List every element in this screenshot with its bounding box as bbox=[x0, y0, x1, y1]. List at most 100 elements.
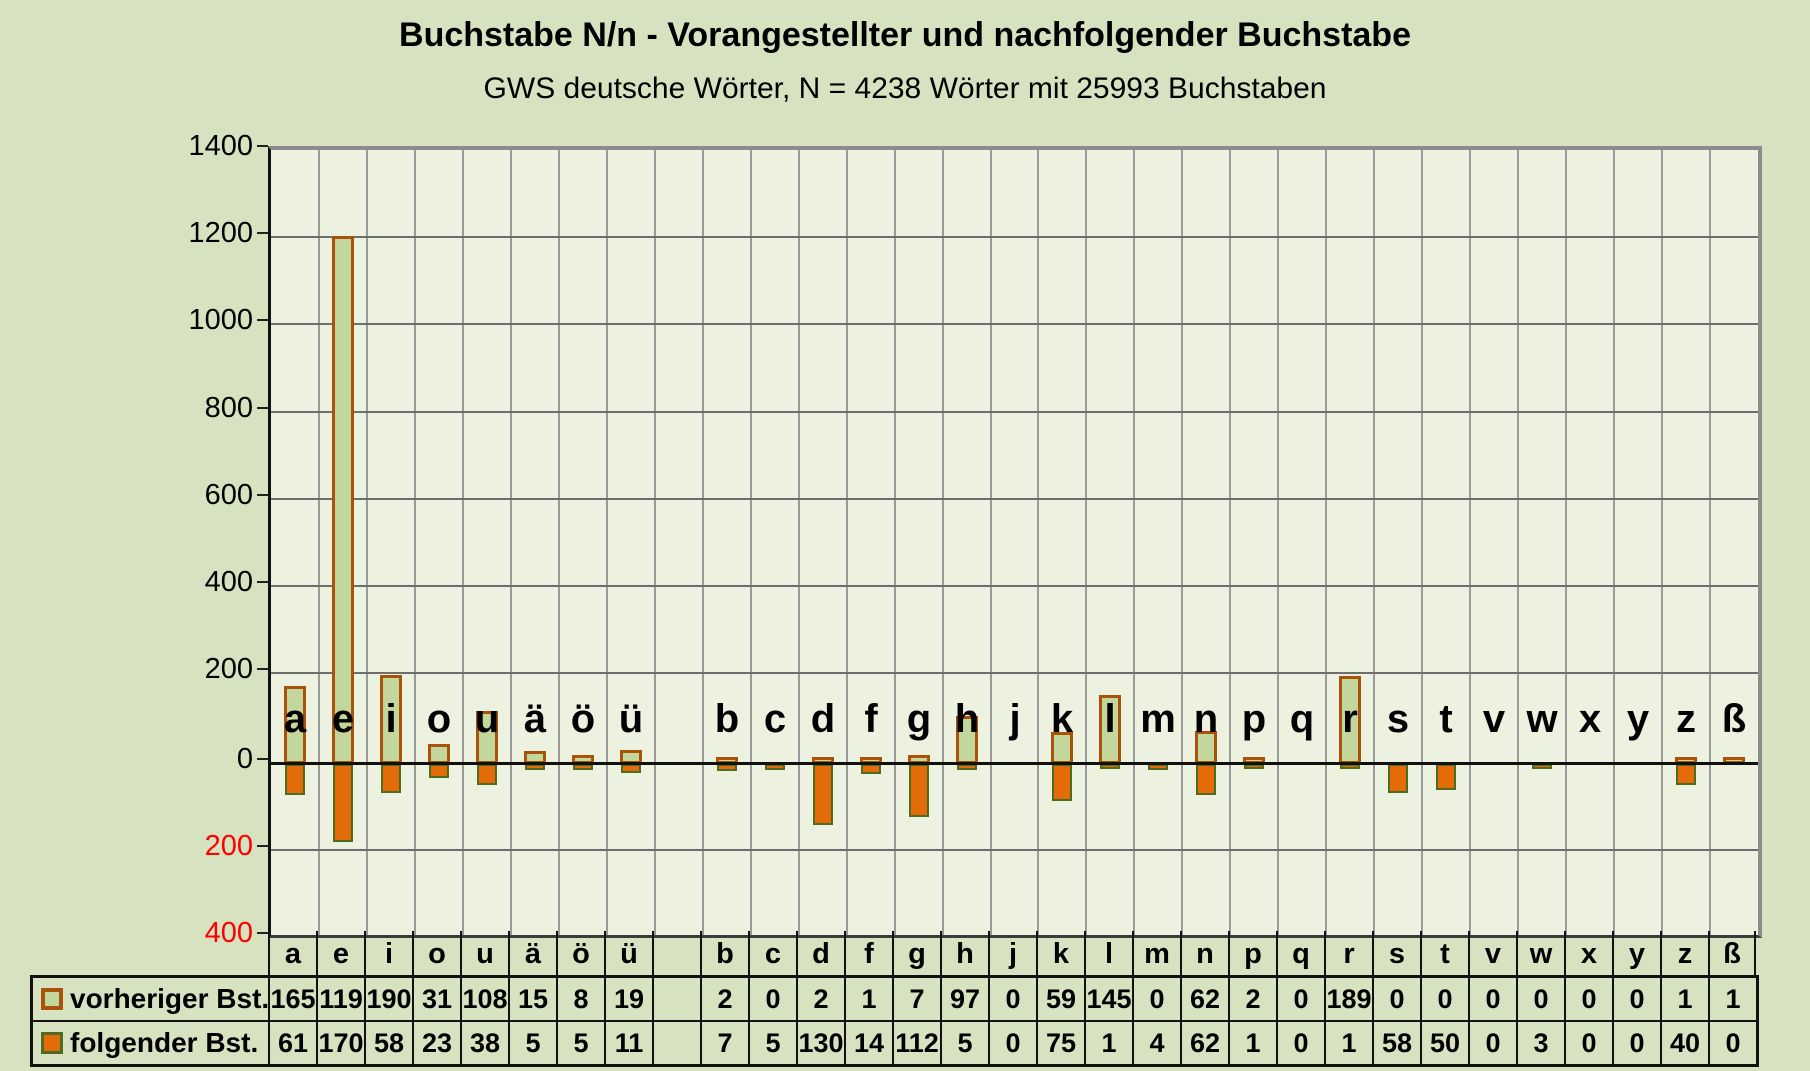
table-cell-folgender-k: 75 bbox=[1036, 1022, 1084, 1064]
bar-folgender-s bbox=[1388, 764, 1408, 793]
bar-folgender-c bbox=[765, 764, 785, 770]
chart-subtitle: GWS deutsche Wörter, N = 4238 Wörter mit… bbox=[483, 72, 1327, 105]
table-cell-folgender-ü: 11 bbox=[604, 1022, 652, 1064]
table-letter-cell-p: p bbox=[1228, 931, 1276, 975]
y-axis-tick bbox=[257, 758, 268, 760]
table-letter-cell-v: v bbox=[1468, 931, 1516, 975]
table-cell-folgender-g: 112 bbox=[892, 1022, 940, 1064]
table-cell-folgender-c: 5 bbox=[748, 1022, 796, 1064]
vertical-gridline bbox=[366, 150, 368, 935]
vertical-gridline bbox=[318, 150, 320, 935]
y-axis-label: 800 bbox=[204, 392, 253, 424]
table-cell-folgender-j: 0 bbox=[988, 1022, 1036, 1064]
table-cell-vorheriger-v: 0 bbox=[1468, 978, 1516, 1020]
category-letter-q: q bbox=[1289, 697, 1315, 741]
category-letter-u: u bbox=[474, 697, 500, 741]
category-letter-ö: ö bbox=[570, 697, 596, 741]
table-cell-folgender-n: 62 bbox=[1180, 1022, 1228, 1064]
table-cell-folgender-r: 1 bbox=[1324, 1022, 1372, 1064]
bar-folgender-z bbox=[1676, 764, 1696, 785]
table-cell-vorheriger-n: 62 bbox=[1180, 978, 1228, 1020]
table-letter-cell-g: g bbox=[892, 931, 940, 975]
bar-folgender-d bbox=[813, 764, 833, 825]
y-axis-tick bbox=[257, 845, 268, 847]
vertical-gridline bbox=[1469, 150, 1471, 935]
category-letter-v: v bbox=[1482, 697, 1506, 741]
table-letter-cell-e: e bbox=[316, 931, 364, 975]
category-letter-y: y bbox=[1626, 697, 1650, 741]
vertical-gridline bbox=[462, 150, 464, 935]
table-letter-cell-i: i bbox=[364, 931, 412, 975]
legend-label-folgender: folgender Bst. bbox=[70, 1027, 259, 1058]
table-cell-vorheriger-p: 2 bbox=[1228, 978, 1276, 1020]
table-letter-cell-u: u bbox=[460, 931, 508, 975]
table-cell-folgender-w: 3 bbox=[1516, 1022, 1564, 1064]
table-cell-vorheriger-u: 108 bbox=[460, 978, 508, 1020]
table-cell-vorheriger-r: 189 bbox=[1324, 978, 1372, 1020]
bar-folgender-ö bbox=[573, 764, 593, 770]
vertical-gridline bbox=[990, 150, 992, 935]
vertical-gridline bbox=[1613, 150, 1615, 935]
category-letter-a: a bbox=[283, 697, 307, 741]
category-letter-ß: ß bbox=[1721, 697, 1747, 741]
table-letter-cell-m: m bbox=[1132, 931, 1180, 975]
y-axis-tick bbox=[257, 581, 268, 583]
table-cell-folgender-h: 5 bbox=[940, 1022, 988, 1064]
table-cell-vorheriger-j: 0 bbox=[988, 978, 1036, 1020]
category-letter-k: k bbox=[1050, 697, 1074, 741]
table-cell-vorheriger-m: 0 bbox=[1132, 978, 1180, 1020]
table-cell-vorheriger-e: 119 bbox=[316, 978, 364, 1020]
category-letter-ä: ä bbox=[523, 697, 547, 741]
table-letter-cell-y: y bbox=[1612, 931, 1660, 975]
vertical-gridline bbox=[558, 150, 560, 935]
category-letter-n: n bbox=[1193, 697, 1219, 741]
table-letter-cell-a: a bbox=[268, 931, 316, 975]
y-axis-label: 400 bbox=[204, 566, 253, 598]
bar-folgender-ü bbox=[621, 764, 641, 773]
category-letter-r: r bbox=[1342, 697, 1358, 741]
category-letter-j: j bbox=[1009, 697, 1021, 741]
table-letter-cell-s: s bbox=[1372, 931, 1420, 975]
vertical-gridline bbox=[798, 150, 800, 935]
table-cell-folgender-f: 14 bbox=[844, 1022, 892, 1064]
bar-folgender-b bbox=[717, 764, 737, 771]
y-axis-label: 0 bbox=[236, 743, 253, 775]
table-letter-cell-w: w bbox=[1516, 931, 1564, 975]
horizontal-gridline bbox=[271, 672, 1758, 674]
table-letter-cell-ß: ß bbox=[1708, 931, 1756, 975]
category-letter-g: g bbox=[906, 697, 932, 741]
category-letter-i: i bbox=[385, 697, 397, 741]
vertical-gridline bbox=[894, 150, 896, 935]
y-axis-label: 600 bbox=[204, 479, 253, 511]
y-axis-label: 1200 bbox=[188, 217, 253, 249]
category-letter-w: w bbox=[1526, 697, 1558, 741]
table-cell-vorheriger-x: 0 bbox=[1564, 978, 1612, 1020]
table-letter-cell-x: x bbox=[1564, 931, 1612, 975]
category-letter-z: z bbox=[1676, 697, 1696, 741]
table-cell-vorheriger-gap bbox=[652, 978, 700, 1020]
category-letter-d: d bbox=[810, 697, 836, 741]
vertical-gridline bbox=[414, 150, 416, 935]
bar-folgender-ä bbox=[525, 764, 545, 770]
vertical-gridline bbox=[1661, 150, 1663, 935]
category-letter-c: c bbox=[763, 697, 787, 741]
table-cell-vorheriger-d: 2 bbox=[796, 978, 844, 1020]
y-axis-tick bbox=[257, 494, 268, 496]
table-cell-folgender-y: 0 bbox=[1612, 1022, 1660, 1064]
vertical-gridline bbox=[702, 150, 704, 935]
table-cell-folgender-ß: 0 bbox=[1708, 1022, 1756, 1064]
table-letter-cell-f: f bbox=[844, 931, 892, 975]
table-cell-folgender-d: 130 bbox=[796, 1022, 844, 1064]
bar-folgender-w bbox=[1532, 764, 1552, 769]
vertical-gridline bbox=[1421, 150, 1423, 935]
vertical-gridline bbox=[1229, 150, 1231, 935]
bar-vorheriger-o bbox=[428, 744, 450, 764]
chart-title: Buchstabe N/n - Vorangestellter und nach… bbox=[399, 16, 1411, 54]
vertical-gridline bbox=[1085, 150, 1087, 935]
table-cell-folgender-u: 38 bbox=[460, 1022, 508, 1064]
table-letter-cell-z: z bbox=[1660, 931, 1708, 975]
category-letter-ü: ü bbox=[618, 697, 644, 741]
vertical-gridline bbox=[942, 150, 944, 935]
bar-folgender-i bbox=[381, 764, 401, 793]
